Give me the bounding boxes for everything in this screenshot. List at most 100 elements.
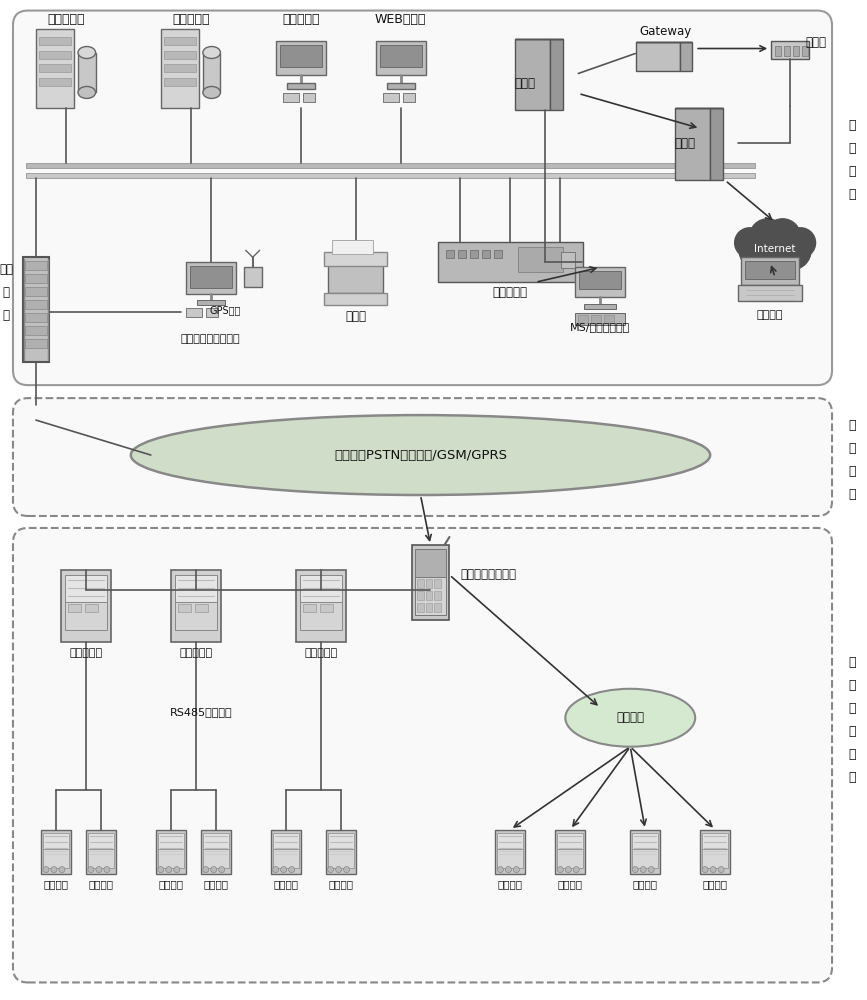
Bar <box>171 570 221 642</box>
Circle shape <box>273 867 278 873</box>
Bar <box>438 242 583 282</box>
Bar <box>802 46 808 56</box>
Bar <box>164 51 196 59</box>
Bar <box>738 285 802 301</box>
Bar <box>25 339 47 348</box>
Text: 远程维护: 远程维护 <box>757 310 784 320</box>
Bar <box>741 257 799 285</box>
Circle shape <box>328 867 334 873</box>
Bar <box>203 833 229 849</box>
Circle shape <box>649 867 655 873</box>
Bar <box>604 315 615 323</box>
Text: WEB服务器: WEB服务器 <box>375 13 427 26</box>
Circle shape <box>96 867 101 873</box>
Bar <box>88 849 114 868</box>
Ellipse shape <box>203 47 220 59</box>
Circle shape <box>289 867 295 873</box>
Bar <box>186 262 236 294</box>
Circle shape <box>343 867 349 873</box>
Bar <box>160 29 199 108</box>
Bar <box>158 849 184 868</box>
Bar <box>382 93 399 102</box>
Bar <box>25 300 47 309</box>
Text: 居民电表: 居民电表 <box>159 880 183 890</box>
Bar <box>745 261 795 279</box>
Bar <box>446 250 454 258</box>
Bar <box>244 267 262 287</box>
Text: 居民电表: 居民电表 <box>557 880 583 890</box>
Bar <box>702 833 728 849</box>
Bar <box>41 830 71 874</box>
Text: 居民电表: 居民电表 <box>328 880 353 890</box>
Bar <box>203 53 220 92</box>
Bar <box>36 29 75 108</box>
Circle shape <box>173 867 179 873</box>
Bar <box>557 849 583 868</box>
Bar <box>771 41 809 59</box>
Circle shape <box>740 231 778 270</box>
Bar <box>556 830 585 874</box>
Circle shape <box>203 867 209 873</box>
Bar <box>280 45 322 67</box>
Ellipse shape <box>131 415 710 495</box>
Bar <box>195 604 208 612</box>
Bar <box>591 315 602 323</box>
Bar <box>300 575 342 602</box>
Bar <box>186 308 202 317</box>
Text: 应用服务器: 应用服务器 <box>172 13 210 26</box>
Bar <box>303 604 316 612</box>
Text: RS485、载波等: RS485、载波等 <box>169 707 232 717</box>
Bar <box>273 849 298 868</box>
Bar <box>414 577 447 615</box>
Bar <box>25 287 47 296</box>
Bar <box>303 93 315 102</box>
Bar <box>328 264 383 293</box>
Bar <box>203 849 229 868</box>
Bar <box>39 64 71 72</box>
Bar <box>380 45 421 67</box>
Circle shape <box>718 867 724 873</box>
Text: MS/局内其他系统: MS/局内其他系统 <box>570 322 630 332</box>
Circle shape <box>104 867 110 873</box>
Bar <box>23 257 49 362</box>
Ellipse shape <box>565 689 695 747</box>
FancyBboxPatch shape <box>13 11 832 385</box>
Text: 通讯
机
柜: 通讯 机 柜 <box>0 263 13 322</box>
Text: Internet: Internet <box>754 244 796 254</box>
Circle shape <box>702 867 708 873</box>
Circle shape <box>750 222 800 273</box>
Polygon shape <box>710 108 723 180</box>
Circle shape <box>632 867 638 873</box>
Circle shape <box>557 867 564 873</box>
Bar <box>793 46 799 56</box>
Bar <box>61 570 111 642</box>
Bar <box>190 266 231 288</box>
Bar <box>426 591 433 600</box>
Circle shape <box>786 228 816 258</box>
Bar <box>561 252 575 268</box>
Text: 内部交换机: 内部交换机 <box>493 286 528 299</box>
Circle shape <box>59 867 65 873</box>
Circle shape <box>88 867 94 873</box>
Bar <box>578 315 589 323</box>
Bar <box>88 833 114 849</box>
Bar <box>205 308 218 317</box>
Text: 智能采集器: 智能采集器 <box>179 648 212 658</box>
Text: GPS时钟: GPS时钟 <box>209 305 240 315</box>
Bar <box>495 830 525 874</box>
Bar <box>65 602 107 630</box>
Circle shape <box>772 231 811 270</box>
Bar <box>515 39 551 110</box>
Bar <box>498 833 524 849</box>
Bar <box>175 575 217 602</box>
Ellipse shape <box>78 86 95 98</box>
Circle shape <box>281 867 287 873</box>
Bar <box>164 64 196 72</box>
Text: 防火墙: 防火墙 <box>675 137 695 150</box>
Circle shape <box>565 867 571 873</box>
Circle shape <box>218 867 225 873</box>
Bar <box>276 41 326 75</box>
Bar <box>414 549 447 577</box>
Bar <box>43 849 68 868</box>
Text: 无线通信: 无线通信 <box>616 711 644 724</box>
